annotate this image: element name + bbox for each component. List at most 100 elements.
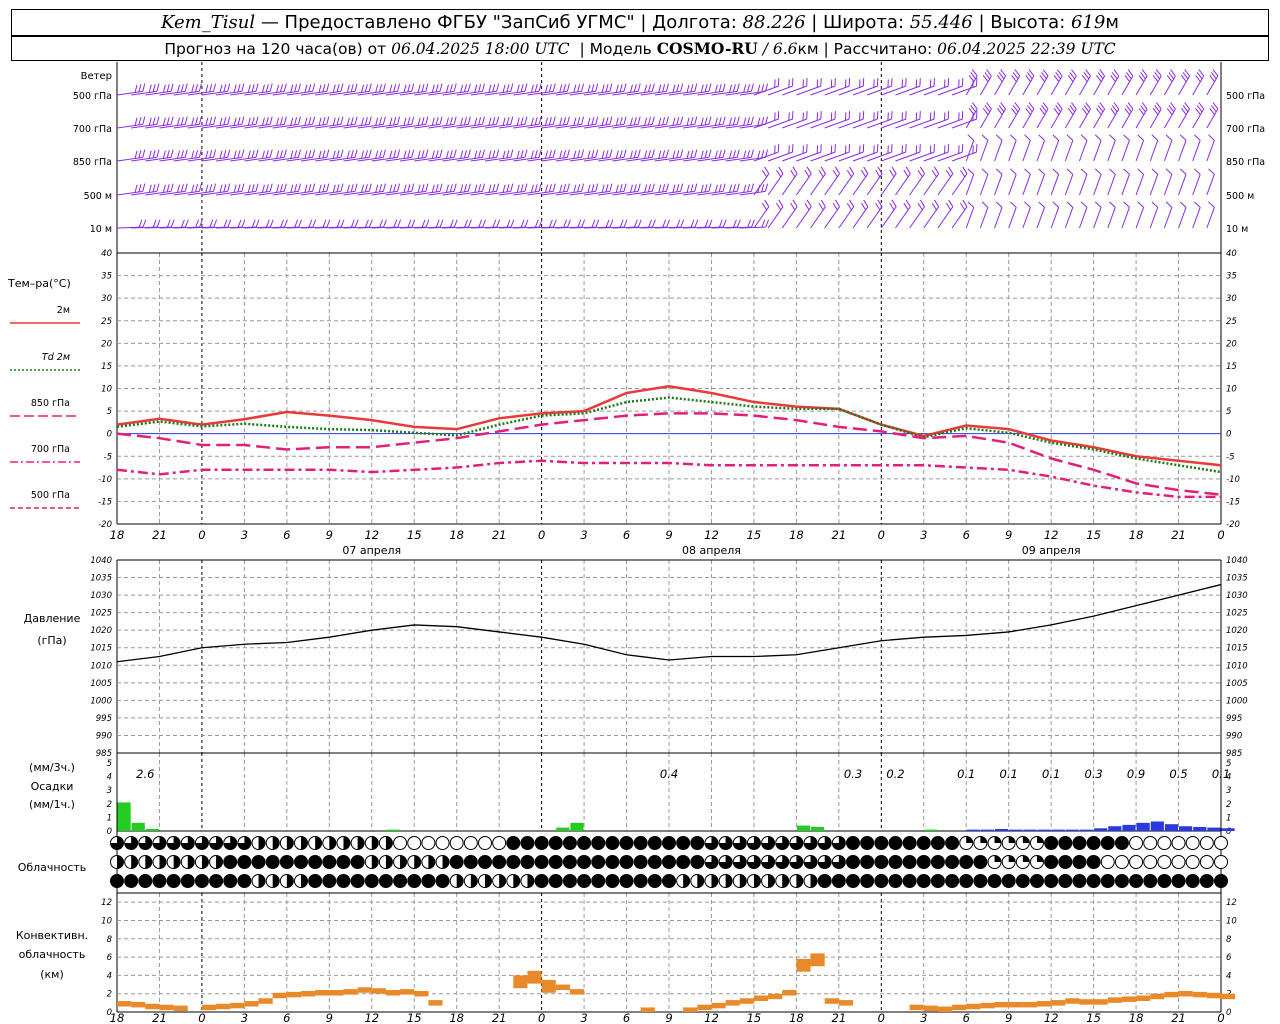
- wind-barb: [1022, 168, 1031, 196]
- conv-bar: [1079, 999, 1094, 1005]
- conv-ytick-left: 0: [107, 1008, 112, 1018]
- precip-total-label: 0.2: [886, 767, 904, 781]
- cloud-symbol: [1214, 874, 1228, 888]
- wind-barb: [145, 116, 174, 129]
- press-ytick-left: 990: [96, 731, 112, 741]
- date-label: 07 апреля: [342, 544, 401, 557]
- temp-ytick-left: -15: [98, 497, 112, 507]
- cloud-symbol: [492, 836, 507, 850]
- cloud-symbol: [152, 855, 167, 869]
- cloud-symbol: [1086, 836, 1101, 850]
- press-ytick-right: 1020: [1226, 626, 1248, 636]
- wind-barb: [159, 149, 188, 162]
- cloud-symbol: [449, 836, 464, 850]
- wind-barb: [555, 83, 585, 96]
- conv-bar: [768, 993, 783, 1000]
- cloud-symbol: [789, 874, 804, 888]
- wind-barb: [1064, 134, 1074, 162]
- wind-barb: [598, 83, 627, 96]
- wind-barb: [527, 83, 556, 96]
- wind-barb: [697, 183, 726, 196]
- conv-bar: [1164, 991, 1179, 998]
- wind-barb: [895, 111, 921, 129]
- wind-barb: [965, 69, 978, 96]
- cloud-symbol: [1214, 836, 1228, 850]
- wind-barb: [131, 183, 160, 196]
- snow-bar: [1079, 829, 1094, 831]
- wind-barb: [1163, 168, 1173, 196]
- precip-ytick-left: 3: [107, 786, 112, 796]
- cloud-symbol: [166, 874, 181, 888]
- rain-bar: [924, 829, 938, 831]
- wind-barb: [810, 199, 826, 229]
- cloud-symbol: [860, 874, 875, 888]
- wind-barb: [880, 199, 897, 229]
- temp-ytick-right: 5: [1226, 407, 1231, 417]
- conv-bar: [244, 1001, 259, 1007]
- precip-ytick-left: 4: [107, 773, 112, 783]
- cloud-symbol: [846, 836, 860, 850]
- cloud-symbol: [180, 855, 195, 869]
- temp-series-2: [116, 412, 1222, 496]
- wind-barb: [244, 116, 273, 129]
- precip-total-label: 0.1: [1000, 767, 1018, 781]
- cloud-symbol: [775, 855, 790, 869]
- press-ytick-left: 995: [96, 714, 112, 724]
- wind-barb: [1206, 69, 1219, 96]
- cloud-symbol: [902, 836, 917, 850]
- press-ytick-left: 1010: [90, 661, 112, 671]
- wind-barb: [499, 116, 528, 129]
- wind-barb: [1178, 201, 1187, 229]
- cloud-symbol: [1185, 836, 1200, 850]
- cloud-symbol: [591, 836, 606, 850]
- cloud-symbol: [746, 874, 761, 888]
- wind-barb: [683, 116, 712, 129]
- wind-barb: [796, 78, 822, 96]
- press-ytick-left: 985: [96, 749, 112, 759]
- press-ytick-left: 1040: [90, 556, 112, 566]
- snow-bar: [1179, 826, 1193, 831]
- wind-barb: [173, 83, 202, 96]
- conv-bar: [824, 998, 839, 1004]
- conv-bar: [201, 1004, 217, 1011]
- wind-barb: [753, 199, 770, 229]
- cloud-symbol: [860, 836, 875, 850]
- conv-bar: [1206, 992, 1221, 999]
- conv-title-3: (км): [40, 968, 64, 981]
- press-ytick-right: 1030: [1226, 591, 1248, 601]
- wind-barb: [782, 144, 808, 162]
- wind-barb: [541, 183, 570, 196]
- wind-barb: [881, 144, 907, 162]
- wind-barb: [1022, 134, 1031, 162]
- cloud-symbol: [548, 855, 563, 869]
- cloud-symbol: [110, 855, 124, 869]
- wind-barb: [315, 83, 344, 96]
- wind-level-label-right: 500 гПа: [1226, 91, 1265, 102]
- wind-barb: [598, 149, 627, 162]
- wind-barb: [711, 83, 740, 96]
- temp-legend-label: 500 гПа: [31, 490, 70, 501]
- precip-total-label: 2.6: [136, 767, 154, 781]
- wind-barb: [442, 116, 471, 129]
- cloud-symbol: [1129, 855, 1144, 869]
- hour-tick-label-bottom: 21: [832, 1011, 847, 1024]
- hour-tick-label-bottom: 0: [878, 1011, 885, 1024]
- conv-title-2: облачность: [19, 948, 86, 961]
- wind-barb: [979, 168, 989, 196]
- wind-barb: [1149, 102, 1162, 129]
- wind-barb: [810, 144, 836, 162]
- hour-tick-label-bottom: 6: [623, 1011, 630, 1024]
- wind-barb: [1093, 134, 1102, 162]
- conv-bar: [1192, 991, 1207, 998]
- wind-barb: [300, 116, 330, 129]
- hour-tick-label: 3: [241, 528, 248, 542]
- conv-title-1: Конвективн.: [16, 929, 88, 942]
- wind-barb: [909, 166, 925, 196]
- precip-total-label: 0.3: [1084, 767, 1102, 781]
- cloud-symbol: [1143, 874, 1158, 888]
- press-ytick-right: 1025: [1226, 609, 1248, 619]
- wind-barb: [1135, 134, 1145, 162]
- wind-barb: [216, 183, 245, 196]
- cloud-symbol: [265, 836, 280, 850]
- conv-bar: [513, 975, 528, 989]
